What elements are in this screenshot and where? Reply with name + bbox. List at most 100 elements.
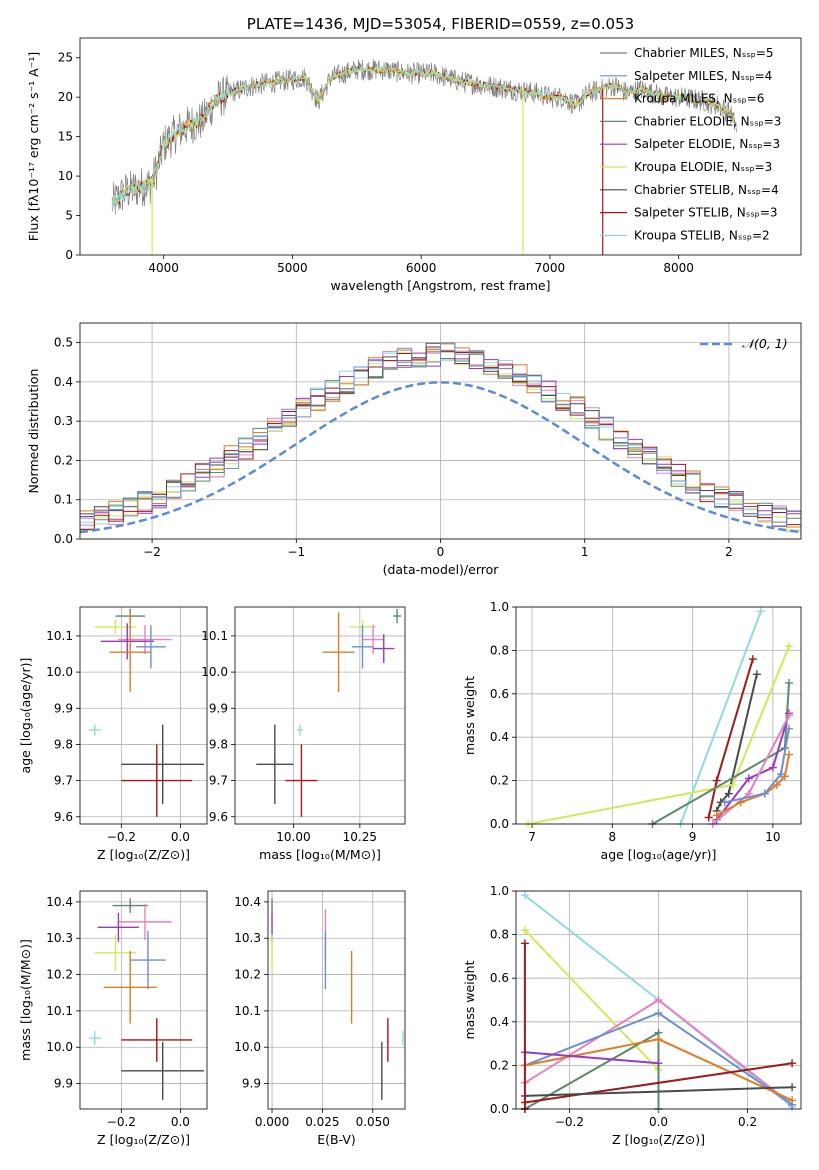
y-tick-label: 9.9 [209, 701, 228, 715]
x-tick-label: 0.0 [649, 1115, 668, 1129]
weight-marker [788, 1083, 796, 1091]
y-tick-label: 10.3 [234, 931, 261, 945]
mass_vs_ebv-frame [268, 891, 405, 1109]
weight-line [525, 930, 659, 1109]
y-tick-label: 0.2 [490, 1058, 509, 1072]
residual-hist-step [80, 343, 815, 520]
x-tick-label: 2 [725, 545, 733, 559]
weight_vs_age-xlabel: age [log₁₀(age/yr)] [601, 847, 717, 862]
residual-hist-step [80, 343, 815, 535]
y-tick-label: 0.8 [490, 643, 509, 657]
x-tick-label: −0.2 [107, 1115, 136, 1129]
y-tick-label: 10.0 [201, 665, 228, 679]
x-tick-label: 0.050 [356, 1115, 390, 1129]
y-tick-label: 0.6 [490, 971, 509, 985]
spectrum-title: PLATE=1436, MJD=53054, FIBERID=0559, z=0… [247, 15, 634, 33]
mass_vs_Z-ylabel: mass [log₁₀(M/M⊙)] [18, 939, 33, 1061]
age_vs_mass-axes: 10.00 10.25 9.6 9.7 9.8 9.9 10.0 10.1 [201, 607, 405, 844]
mass_vs_Z-frame [80, 891, 207, 1109]
x-tick-label: 0.2 [738, 1115, 757, 1129]
y-tick-label: 9.9 [242, 1077, 261, 1091]
weight-marker [753, 670, 761, 678]
legend-label: Salpeter ELODIE, Nₛₛₚ=3 [634, 137, 780, 151]
y-tick-label: 10.0 [46, 665, 73, 679]
legend-label: Kroupa MILES, Nₛₛₚ=6 [634, 92, 764, 106]
y-tick-label: 0.4 [490, 730, 509, 744]
x-tick-label: 0.0 [171, 830, 190, 844]
weight_vs_age-series [524, 607, 793, 828]
y-tick-label: 0.5 [54, 336, 73, 350]
age_vs_mass-xlabel: mass [log₁₀(M/M⊙)] [259, 847, 381, 862]
residual-hist-step [80, 349, 815, 529]
legend-label: Salpeter MILES, Nₛₛₚ=4 [634, 69, 772, 83]
weight_vs_Z-ylabel: mass weight [462, 960, 477, 1039]
x-tick-label: 10.00 [276, 830, 310, 844]
legend-label-normal: 𝒩(0, 1) [742, 336, 788, 351]
y-tick-label: 10.1 [201, 629, 228, 643]
x-tick-label: 0.025 [305, 1115, 339, 1129]
y-tick-label: 0.0 [490, 817, 509, 831]
mass_vs_Z-xlabel: Z [log₁₀(Z/Z⊙)] [97, 1132, 190, 1147]
legend-label: Kroupa ELODIE, Nₛₛₚ=3 [634, 160, 772, 174]
y-tick-label: 9.8 [54, 737, 73, 751]
x-tick-label: 0.000 [255, 1115, 289, 1129]
residual-hist-step [80, 350, 815, 533]
x-tick-label: 4000 [148, 261, 179, 275]
y-tick-label: 9.9 [54, 1077, 73, 1091]
y-tick-label: 0.1 [54, 493, 73, 507]
y-tick-label: 10.2 [234, 968, 261, 982]
spectrum-axes: 4000 5000 6000 7000 8000 0 5 10 15 20 25 [58, 51, 694, 275]
y-tick-label: 0.0 [490, 1102, 509, 1116]
x-tick-label: −1 [287, 545, 305, 559]
age_vs_Z-ylabel: age [log₁₀(age/yr)] [18, 658, 33, 774]
x-tick-label: 10.25 [343, 830, 377, 844]
spectrum-ylabel: Flux [fλ10⁻¹⁷ erg cm⁻² s⁻¹ A⁻¹] [26, 52, 41, 241]
residuals-axes: −2 −1 0 1 2 0.0 0.1 0.2 0.3 0.4 0.5 [54, 323, 801, 559]
y-tick-label: 15 [58, 130, 73, 144]
y-tick-label: 20 [58, 90, 73, 104]
y-tick-label: 9.7 [54, 774, 73, 788]
weight-marker [713, 777, 721, 785]
legend-label: Chabrier MILES, Nₛₛₚ=5 [634, 46, 774, 60]
weight-marker [705, 813, 713, 821]
y-tick-label: 0.3 [54, 414, 73, 428]
spectrum-legend: Chabrier MILES, Nₛₛₚ=5 Salpeter MILES, Nₛ… [600, 46, 781, 242]
residual-hist-step [80, 351, 815, 529]
y-tick-label: 5 [65, 209, 73, 223]
legend-label: Chabrier STELIB, Nₛₛₚ=4 [634, 183, 779, 197]
x-tick-label: −0.2 [107, 830, 136, 844]
figure: 4000 5000 6000 7000 80000510152025PLATE=1436… [0, 0, 819, 1170]
legend-label: Kroupa STELIB, Nₛₛₚ=2 [634, 228, 770, 242]
weight-marker [785, 751, 793, 759]
weight-marker [749, 655, 757, 663]
legend-label: Salpeter STELIB, Nₛₛₚ=3 [634, 206, 778, 220]
x-tick-label: 6000 [406, 261, 437, 275]
x-tick-label: 1 [581, 545, 589, 559]
mass_vs_ebv-xlabel: E(B-V) [317, 1132, 356, 1147]
age_vs_Z-points [89, 609, 204, 817]
x-tick-label: 0.0 [171, 1115, 190, 1129]
x-tick-label: 8 [609, 830, 617, 844]
weight_vs_age-axes: 7 8 9 10 0.0 0.2 0.4 0.6 0.8 1.0 [490, 600, 801, 844]
y-tick-label: 9.8 [209, 737, 228, 751]
weight-marker [757, 607, 765, 615]
x-tick-label: 0 [437, 545, 445, 559]
x-tick-label: 9 [689, 830, 697, 844]
y-tick-label: 10.0 [46, 1040, 73, 1054]
weight-marker [521, 939, 529, 947]
residual-hist-step [80, 347, 815, 529]
y-tick-label: 10.2 [46, 968, 73, 982]
y-tick-label: 0.4 [54, 375, 73, 389]
mass_vs_ebv-points [272, 898, 403, 1100]
y-tick-label: 10.1 [46, 629, 73, 643]
weight-marker [785, 642, 793, 650]
y-tick-label: 25 [58, 51, 73, 65]
y-tick-label: 0.6 [490, 687, 509, 701]
x-tick-label: 10 [765, 830, 780, 844]
y-tick-label: 0.2 [54, 453, 73, 467]
y-tick-label: 0 [65, 248, 73, 262]
y-tick-label: 10.4 [46, 895, 73, 909]
legend-label: Chabrier ELODIE, Nₛₛₚ=3 [634, 114, 781, 128]
y-tick-label: 9.6 [54, 810, 73, 824]
residual-hist-step [80, 344, 815, 530]
